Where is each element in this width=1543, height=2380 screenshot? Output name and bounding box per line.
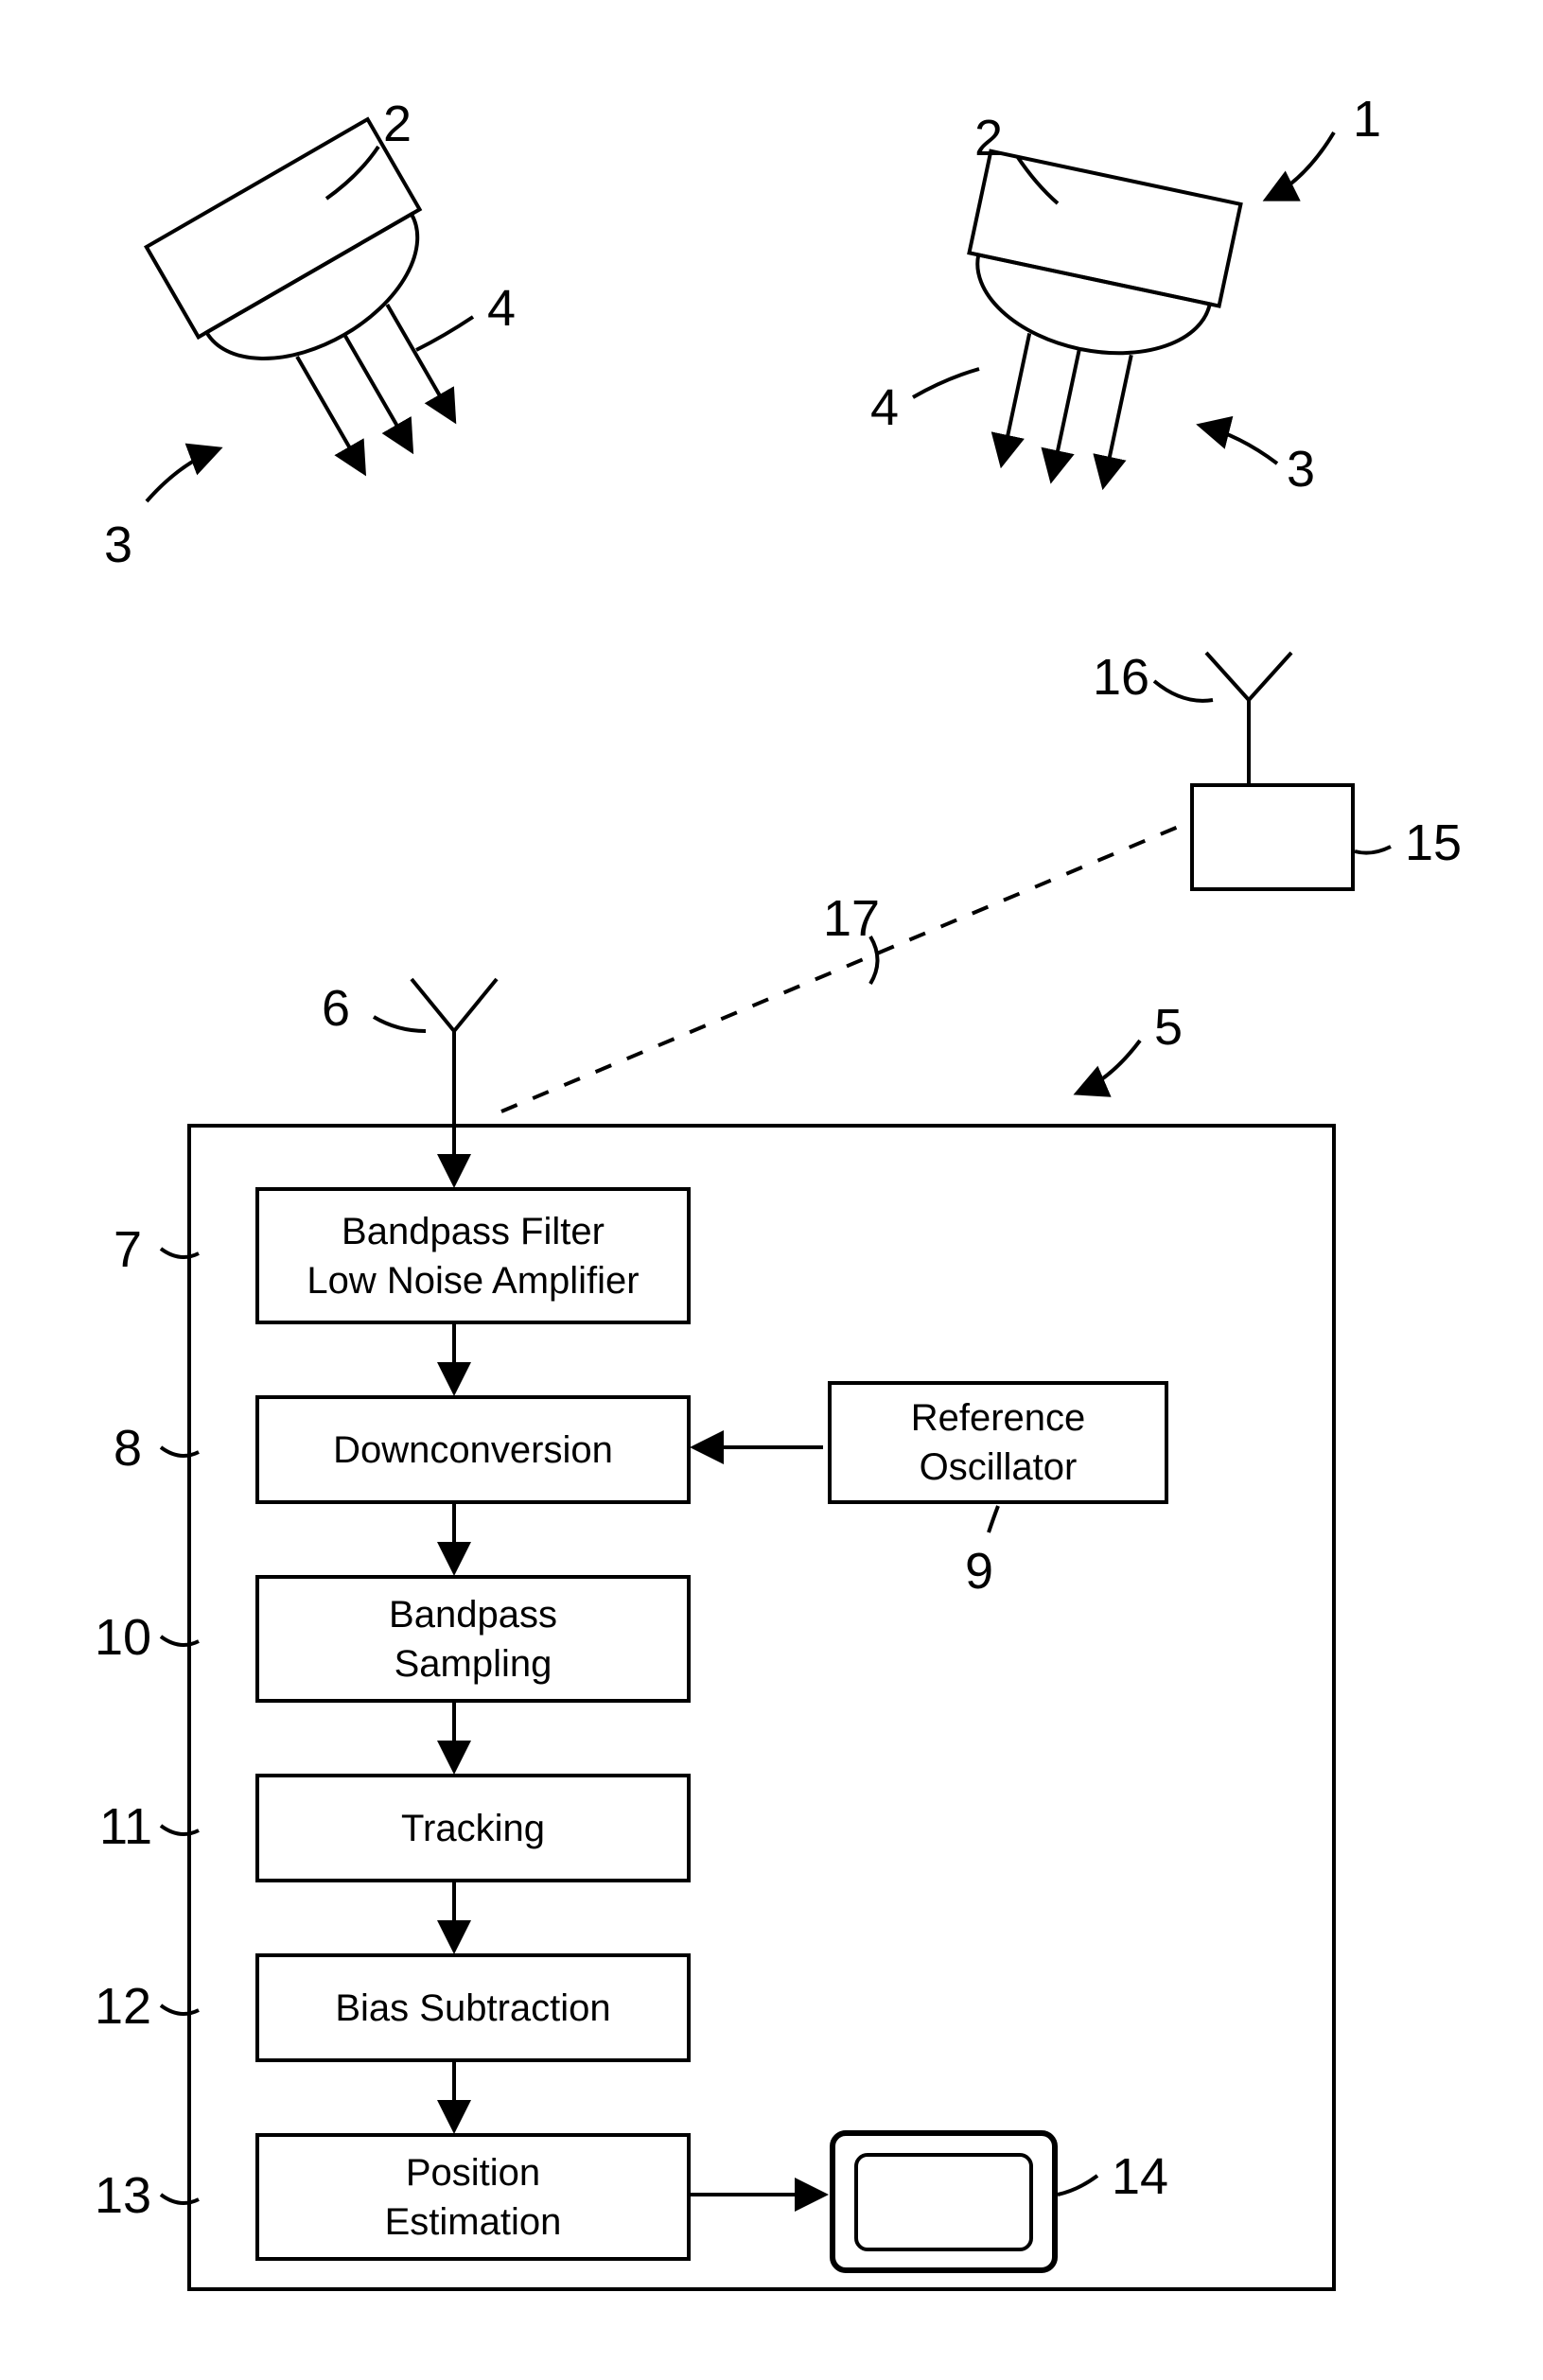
- label-11: 11: [99, 1797, 152, 1856]
- label-7: 7: [114, 1220, 142, 1279]
- block-tracking: Tracking: [255, 1774, 691, 1882]
- block-downconversion-text: Downconversion: [333, 1426, 613, 1475]
- block-downconversion: Downconversion: [255, 1395, 691, 1504]
- block-bpf-text: Bandpass Filter: [307, 1207, 639, 1256]
- block-bpsamp-line1: Bandpass: [389, 1590, 557, 1639]
- label-2b: 2: [974, 109, 1003, 167]
- label-4a: 4: [487, 279, 516, 338]
- label-3b: 3: [1287, 440, 1315, 499]
- label-8: 8: [114, 1419, 142, 1478]
- block-posest-line2: Estimation: [385, 2197, 562, 2247]
- transmitter-a: [147, 119, 521, 513]
- block-lna-text: Low Noise Amplifier: [307, 1256, 639, 1305]
- block-posest-line1: Position: [385, 2148, 562, 2197]
- label-16: 16: [1093, 648, 1149, 707]
- block-bpsamp-line2: Sampling: [389, 1639, 557, 1689]
- label-12: 12: [95, 1977, 151, 2036]
- label-14: 14: [1112, 2147, 1168, 2206]
- label-13: 13: [95, 2166, 151, 2225]
- label-9: 9: [965, 1542, 993, 1601]
- transmitter-b: [927, 151, 1241, 505]
- display-block: [833, 2133, 1055, 2270]
- block-bandpass-sampling: Bandpass Sampling: [255, 1575, 691, 1703]
- diagram-canvas: Bandpass Filter Low Noise Amplifier Down…: [0, 0, 1543, 2380]
- block-position-estimation: Position Estimation: [255, 2133, 691, 2261]
- label-15: 15: [1405, 814, 1462, 872]
- label-10: 10: [95, 1608, 151, 1667]
- block-refosc-line1: Reference: [911, 1393, 1086, 1443]
- label-1: 1: [1353, 90, 1381, 149]
- block-bias-subtraction: Bias Subtraction: [255, 1953, 691, 2062]
- wireless-link: [501, 823, 1187, 1111]
- block-tracking-text: Tracking: [401, 1804, 545, 1853]
- receiver-antenna: [412, 979, 497, 1126]
- label-4b: 4: [870, 378, 899, 437]
- diagram-svg: [0, 0, 1543, 2380]
- label-5: 5: [1154, 998, 1183, 1057]
- remote-box: [1192, 653, 1353, 889]
- label-6: 6: [322, 979, 350, 1038]
- block-reference-oscillator: Reference Oscillator: [828, 1381, 1168, 1504]
- label-2a: 2: [383, 95, 412, 153]
- block-bias-text: Bias Subtraction: [335, 1984, 610, 2033]
- block-bpf-lna: Bandpass Filter Low Noise Amplifier: [255, 1187, 691, 1324]
- label-17: 17: [823, 889, 880, 948]
- label-3a: 3: [104, 516, 132, 574]
- block-refosc-line2: Oscillator: [911, 1443, 1086, 1492]
